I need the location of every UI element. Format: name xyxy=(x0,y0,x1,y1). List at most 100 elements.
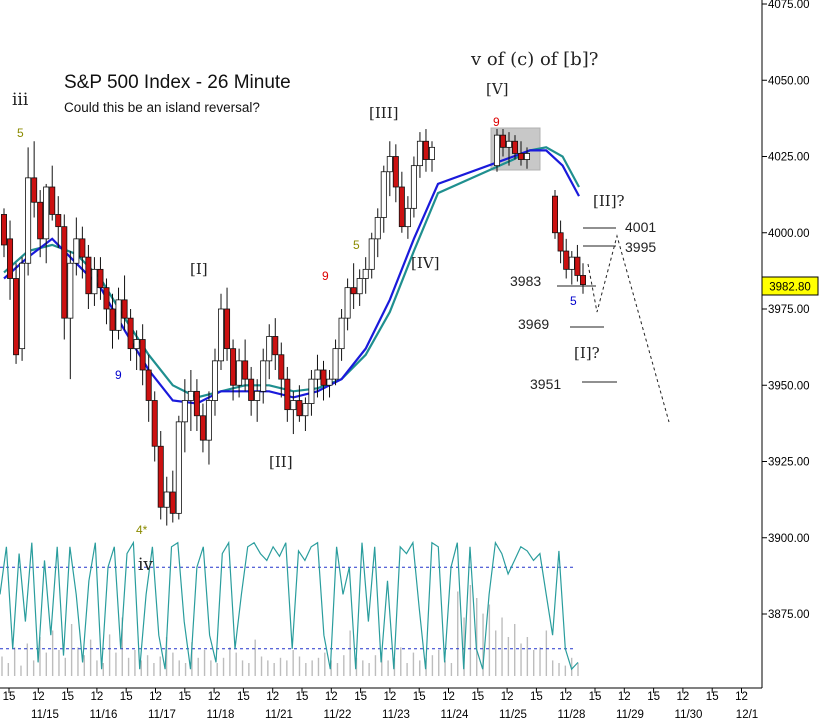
candle xyxy=(422,129,429,172)
x-hour-label: 12 xyxy=(501,691,514,703)
candle-body xyxy=(260,360,267,392)
candle xyxy=(552,190,559,239)
candle-body xyxy=(422,140,429,160)
candle xyxy=(157,431,164,520)
x-hour-label: 15 xyxy=(296,691,309,703)
candle xyxy=(512,135,519,160)
candle-body xyxy=(121,299,128,319)
candle-body xyxy=(151,400,158,447)
candle xyxy=(55,196,62,248)
candle-body xyxy=(493,134,500,167)
candle-body xyxy=(67,262,74,319)
candle-body xyxy=(518,153,525,160)
candle xyxy=(254,379,261,422)
candle-body xyxy=(205,400,212,441)
candle-body xyxy=(505,140,512,148)
candle xyxy=(518,141,525,166)
candle-body xyxy=(326,378,333,386)
x-hour-label: 12 xyxy=(559,691,572,703)
x-hour-label: 15 xyxy=(120,691,133,703)
annotation-V: [V] xyxy=(486,80,509,98)
projected-path xyxy=(587,234,670,423)
chart-title: S&P 500 Index - 26 Minute xyxy=(64,72,291,93)
candle xyxy=(260,348,267,404)
candle-body xyxy=(524,153,531,160)
candle-body xyxy=(338,317,345,350)
x-hour-label: 15 xyxy=(471,691,484,703)
oscillator xyxy=(0,540,579,671)
candle xyxy=(499,129,506,157)
annotation-III: [III] xyxy=(369,104,398,122)
candle-body xyxy=(344,287,351,319)
x-date-label: 11/30 xyxy=(675,709,703,721)
x-date-label: 11/21 xyxy=(265,709,293,721)
candle xyxy=(97,257,104,300)
candle xyxy=(109,293,116,349)
candle-body xyxy=(320,369,327,386)
candle xyxy=(79,226,86,279)
candle xyxy=(169,470,176,523)
candle-body xyxy=(290,400,297,411)
candle-body xyxy=(254,390,261,401)
last-price-label: 3982.80 xyxy=(769,282,811,294)
candle-body xyxy=(43,186,50,240)
annotation-9-blue: 9 xyxy=(115,368,122,382)
x-hour-label: 15 xyxy=(589,691,602,703)
candle xyxy=(127,309,134,361)
candle-body xyxy=(272,336,279,356)
y-tick-label: 3925.00 xyxy=(768,457,810,469)
candle xyxy=(187,370,194,431)
x-date-label: 11/22 xyxy=(324,709,352,721)
candle-body xyxy=(163,491,170,508)
x-date-label: 11/29 xyxy=(616,709,644,721)
candle-body xyxy=(91,268,98,295)
candle-body xyxy=(308,378,315,404)
candle-body xyxy=(25,177,32,264)
annotation-I: [I] xyxy=(190,260,208,278)
candle xyxy=(49,165,56,221)
candle-body xyxy=(49,186,56,215)
target-lines xyxy=(557,227,617,383)
candle xyxy=(199,403,206,453)
candle-body xyxy=(416,140,423,167)
candle-body xyxy=(362,268,369,279)
candle xyxy=(230,339,237,401)
candle xyxy=(428,141,435,172)
x-date-label: 11/18 xyxy=(207,709,235,721)
candle xyxy=(248,366,255,416)
candle-body xyxy=(175,421,182,514)
y-tick-label: 3875.00 xyxy=(768,609,810,621)
candle-body xyxy=(563,250,570,270)
candle xyxy=(362,257,369,294)
x-hour-label: 15 xyxy=(530,691,543,703)
x-hour-label: 15 xyxy=(647,691,660,703)
candle-body xyxy=(266,336,273,362)
candle-body xyxy=(236,360,243,386)
candle xyxy=(557,220,564,264)
annotation-5-blue: 5 xyxy=(570,294,577,308)
annotation-9-red-a: 9 xyxy=(322,269,329,283)
candle xyxy=(181,379,188,453)
x-hour-label: 12 xyxy=(32,691,45,703)
level-label-3995: 3995 xyxy=(625,239,656,255)
candle xyxy=(350,263,357,309)
candle-body xyxy=(248,378,255,401)
candle xyxy=(205,391,212,465)
candle xyxy=(398,171,405,233)
candle-body xyxy=(133,339,140,350)
candle-body xyxy=(278,354,285,380)
candle-body xyxy=(187,390,194,401)
x-hour-label: 15 xyxy=(237,691,250,703)
candle-body xyxy=(169,491,176,514)
candle-body xyxy=(139,339,146,371)
candle xyxy=(392,144,399,203)
candle xyxy=(266,324,273,380)
candle xyxy=(332,339,339,386)
wave-annotations: iii 5 9 4* iv [I] [II] 9 5 [III] [IV] v … xyxy=(12,49,656,575)
candle-body xyxy=(386,156,393,173)
candle xyxy=(151,391,158,462)
candle xyxy=(13,263,20,364)
annotation-IV: [IV] xyxy=(411,254,439,272)
candle xyxy=(211,348,218,416)
candle-body xyxy=(0,214,7,246)
